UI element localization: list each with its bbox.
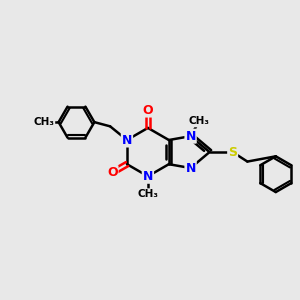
Text: N: N [185,161,196,175]
Text: CH₃: CH₃ [188,116,209,127]
Text: N: N [185,130,196,143]
Text: CH₃: CH₃ [33,117,54,127]
Text: S: S [228,146,237,159]
Text: N: N [143,170,153,183]
Text: N: N [122,134,132,146]
Text: CH₃: CH₃ [137,189,158,199]
Text: O: O [107,166,118,179]
Text: O: O [142,103,153,116]
